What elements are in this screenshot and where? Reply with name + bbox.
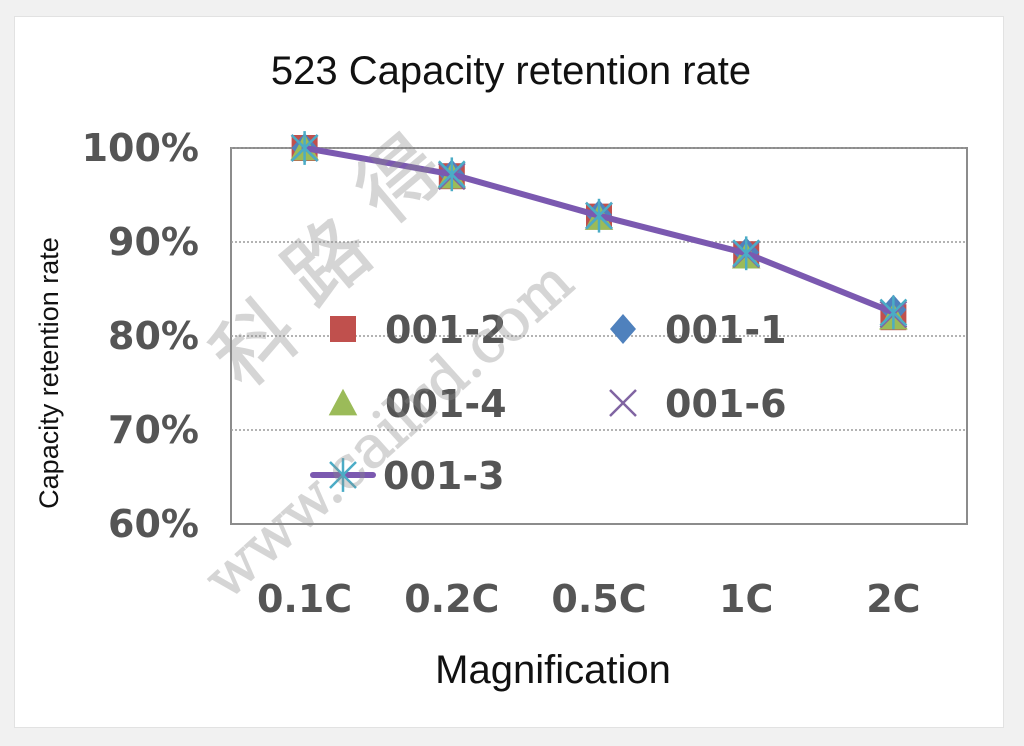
legend-entry: 001-3	[310, 454, 505, 498]
y-tick-labels: 60% 70% 80% 90% 100%	[82, 126, 199, 546]
legend-label: 001-1	[665, 308, 787, 352]
legend-marker	[329, 458, 357, 492]
legend-marker	[609, 389, 637, 417]
legend-entry: 001-2	[330, 308, 507, 352]
legend-label: 001-2	[385, 308, 507, 352]
marker-stroke	[609, 389, 637, 417]
data-point	[879, 295, 908, 330]
y-tick-label: 60%	[108, 502, 199, 546]
series-001-3	[290, 131, 908, 330]
legend: 001-2 001-1 001-4 001-6 001-3	[310, 308, 787, 498]
data-point	[290, 131, 319, 165]
x-tick-label: 2C	[866, 577, 920, 621]
x-tick-label: 0.2C	[404, 577, 499, 621]
capacity-retention-chart: 523 Capacity retention rate Capacity ret…	[34, 49, 968, 692]
gridlines	[231, 147, 967, 431]
legend-marker	[328, 388, 358, 416]
legend-entry: 001-4	[328, 382, 507, 426]
chart-card: 523 Capacity retention rate Capacity ret…	[14, 16, 1004, 728]
legend-marker	[330, 316, 356, 342]
legend-entry: 001-6	[609, 382, 787, 426]
x-tick-label: 0.1C	[257, 577, 352, 621]
data-point	[437, 157, 466, 192]
y-axis-label: Capacity retention rate	[34, 237, 64, 509]
y-tick-label: 100%	[82, 126, 199, 170]
data-point	[585, 198, 613, 233]
y-tick-label: 80%	[108, 314, 199, 358]
x-axis-label: Magnification	[435, 648, 671, 692]
x-tick-label: 1C	[719, 577, 773, 621]
data-series	[290, 131, 908, 331]
legend-label: 001-4	[385, 382, 507, 426]
legend-label: 001-3	[383, 454, 505, 498]
legend-entry: 001-1	[610, 308, 787, 352]
y-tick-label: 90%	[108, 220, 199, 264]
x-tick-label: 0.5C	[551, 577, 646, 621]
y-tick-label: 70%	[108, 408, 199, 452]
x-tick-labels: 0.1C 0.2C 0.5C 1C 2C	[257, 577, 921, 621]
data-point	[732, 236, 761, 271]
legend-label: 001-6	[665, 382, 787, 426]
legend-marker	[610, 314, 636, 344]
chart-title: 523 Capacity retention rate	[271, 49, 751, 93]
